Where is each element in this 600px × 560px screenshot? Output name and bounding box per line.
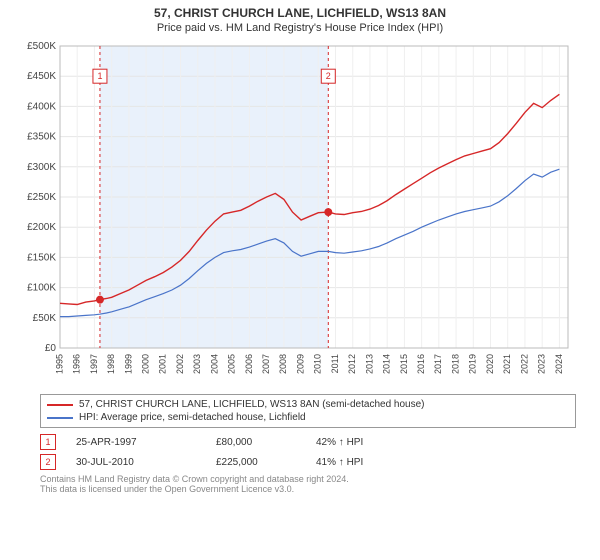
svg-text:2011: 2011: [330, 354, 340, 373]
legend-swatch: [47, 404, 73, 406]
svg-text:£400K: £400K: [27, 101, 56, 112]
svg-text:£250K: £250K: [27, 192, 56, 203]
svg-text:2015: 2015: [399, 354, 409, 374]
sale-date: 25-APR-1997: [76, 437, 196, 448]
sale-delta: 41% ↑ HPI: [316, 457, 396, 468]
svg-text:£300K: £300K: [27, 162, 56, 173]
footnote-line2: This data is licensed under the Open Gov…: [40, 484, 576, 494]
svg-text:2003: 2003: [192, 354, 202, 374]
price-chart: £0 £50K £100K £150K £200K £250K £300K £350K £400…: [20, 38, 580, 388]
footnote: Contains HM Land Registry data © Crown c…: [40, 474, 576, 494]
svg-text:2008: 2008: [278, 354, 288, 374]
svg-text:2024: 2024: [554, 354, 564, 374]
legend: 57, CHRIST CHURCH LANE, LICHFIELD, WS13 …: [40, 394, 576, 428]
svg-text:2000: 2000: [140, 354, 150, 374]
svg-text:1995: 1995: [54, 354, 64, 374]
svg-text:2009: 2009: [295, 354, 305, 374]
chart-title-line1: 57, CHRIST CHURCH LANE, LICHFIELD, WS13 …: [0, 6, 600, 20]
sale-marker-box: 2: [40, 454, 56, 470]
svg-text:1998: 1998: [106, 354, 116, 374]
svg-text:2016: 2016: [416, 354, 426, 374]
legend-label: HPI: Average price, semi-detached house,…: [79, 412, 306, 423]
sale-delta: 42% ↑ HPI: [316, 437, 396, 448]
svg-text:1999: 1999: [123, 354, 133, 374]
chart-title-line2: Price paid vs. HM Land Registry's House …: [0, 22, 600, 34]
sales-table: 1 25-APR-1997 £80,000 42% ↑ HPI 2 30-JUL-2010…: [40, 432, 576, 472]
svg-text:£100K: £100K: [27, 283, 56, 294]
svg-text:1997: 1997: [89, 354, 99, 374]
footnote-line1: Contains HM Land Registry data © Crown c…: [40, 474, 576, 484]
svg-text:2010: 2010: [313, 354, 323, 374]
svg-text:2004: 2004: [209, 354, 219, 374]
svg-text:2020: 2020: [485, 354, 495, 374]
svg-text:£50K: £50K: [33, 313, 57, 324]
sale-price: £80,000: [216, 437, 296, 448]
svg-text:£150K: £150K: [27, 252, 56, 263]
sale-marker-box: 1: [40, 434, 56, 450]
sales-row: 2 30-JUL-2010 £225,000 41% ↑ HPI: [40, 452, 576, 472]
svg-text:£450K: £450K: [27, 71, 56, 82]
svg-text:2002: 2002: [175, 354, 185, 374]
svg-text:2021: 2021: [502, 354, 512, 374]
legend-label: 57, CHRIST CHURCH LANE, LICHFIELD, WS13 …: [79, 399, 424, 410]
svg-text:2014: 2014: [382, 354, 392, 374]
svg-text:2001: 2001: [158, 354, 168, 374]
svg-text:£0: £0: [45, 343, 57, 354]
svg-text:2007: 2007: [261, 354, 271, 374]
svg-text:£350K: £350K: [27, 132, 56, 143]
svg-text:£200K: £200K: [27, 222, 56, 233]
svg-text:2023: 2023: [537, 354, 547, 374]
sale-price: £225,000: [216, 457, 296, 468]
svg-text:1996: 1996: [72, 354, 82, 374]
legend-row: HPI: Average price, semi-detached house,…: [47, 411, 569, 424]
svg-text:2019: 2019: [468, 354, 478, 374]
svg-text:2012: 2012: [347, 354, 357, 374]
svg-text:2006: 2006: [244, 354, 254, 374]
svg-text:2017: 2017: [433, 354, 443, 374]
svg-text:£500K: £500K: [27, 41, 56, 52]
legend-row: 57, CHRIST CHURCH LANE, LICHFIELD, WS13 …: [47, 398, 569, 411]
svg-text:2005: 2005: [227, 354, 237, 374]
sales-row: 1 25-APR-1997 £80,000 42% ↑ HPI: [40, 432, 576, 452]
sale-date: 30-JUL-2010: [76, 457, 196, 468]
svg-text:2018: 2018: [450, 354, 460, 374]
svg-text:2022: 2022: [519, 354, 529, 374]
legend-swatch: [47, 417, 73, 419]
svg-text:2: 2: [326, 71, 331, 81]
svg-text:1: 1: [97, 71, 102, 81]
svg-text:2013: 2013: [364, 354, 374, 374]
